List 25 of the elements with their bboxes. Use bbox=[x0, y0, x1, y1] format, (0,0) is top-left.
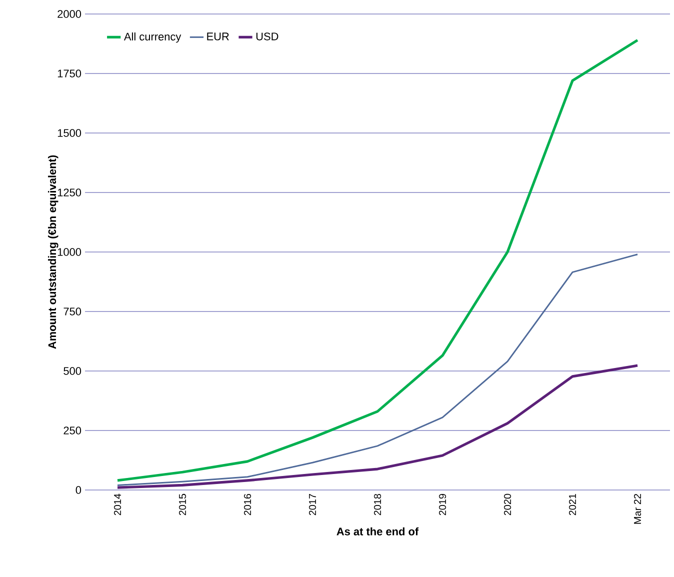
y-tick-label: 0 bbox=[76, 486, 82, 494]
y-tick-label: 1500 bbox=[58, 129, 82, 137]
y-tick-label: 2000 bbox=[58, 10, 82, 18]
x-tick-label: 2014 bbox=[114, 494, 122, 516]
x-tick-label: 2016 bbox=[244, 494, 252, 516]
x-tick-label: Mar 22 bbox=[634, 494, 642, 524]
x-tick-label: 2020 bbox=[504, 494, 512, 516]
x-tick-label: 2021 bbox=[568, 494, 576, 516]
y-tick-label: 500 bbox=[64, 367, 82, 375]
y-tick-label: 1000 bbox=[58, 248, 82, 256]
line-series bbox=[116, 364, 639, 489]
legend-label: All currency bbox=[124, 32, 182, 43]
x-tick-label: 2015 bbox=[178, 494, 186, 516]
line-series bbox=[116, 254, 638, 486]
x-tick-label: 2017 bbox=[308, 494, 316, 516]
legend-label: USD bbox=[256, 32, 278, 40]
y-axis-title: Amount outstanding (€bn equivalent) bbox=[48, 155, 58, 349]
y-tick-label: 750 bbox=[64, 308, 82, 316]
y-tick-label: 1750 bbox=[58, 70, 82, 78]
y-tick-label: 250 bbox=[64, 426, 82, 434]
x-tick-label: 2018 bbox=[374, 494, 382, 516]
legend-label: EUR bbox=[207, 32, 229, 40]
x-axis-title: As at the end of bbox=[336, 527, 419, 536]
x-tick-label: 2019 bbox=[438, 494, 446, 516]
y-tick-label: 1250 bbox=[58, 188, 82, 196]
